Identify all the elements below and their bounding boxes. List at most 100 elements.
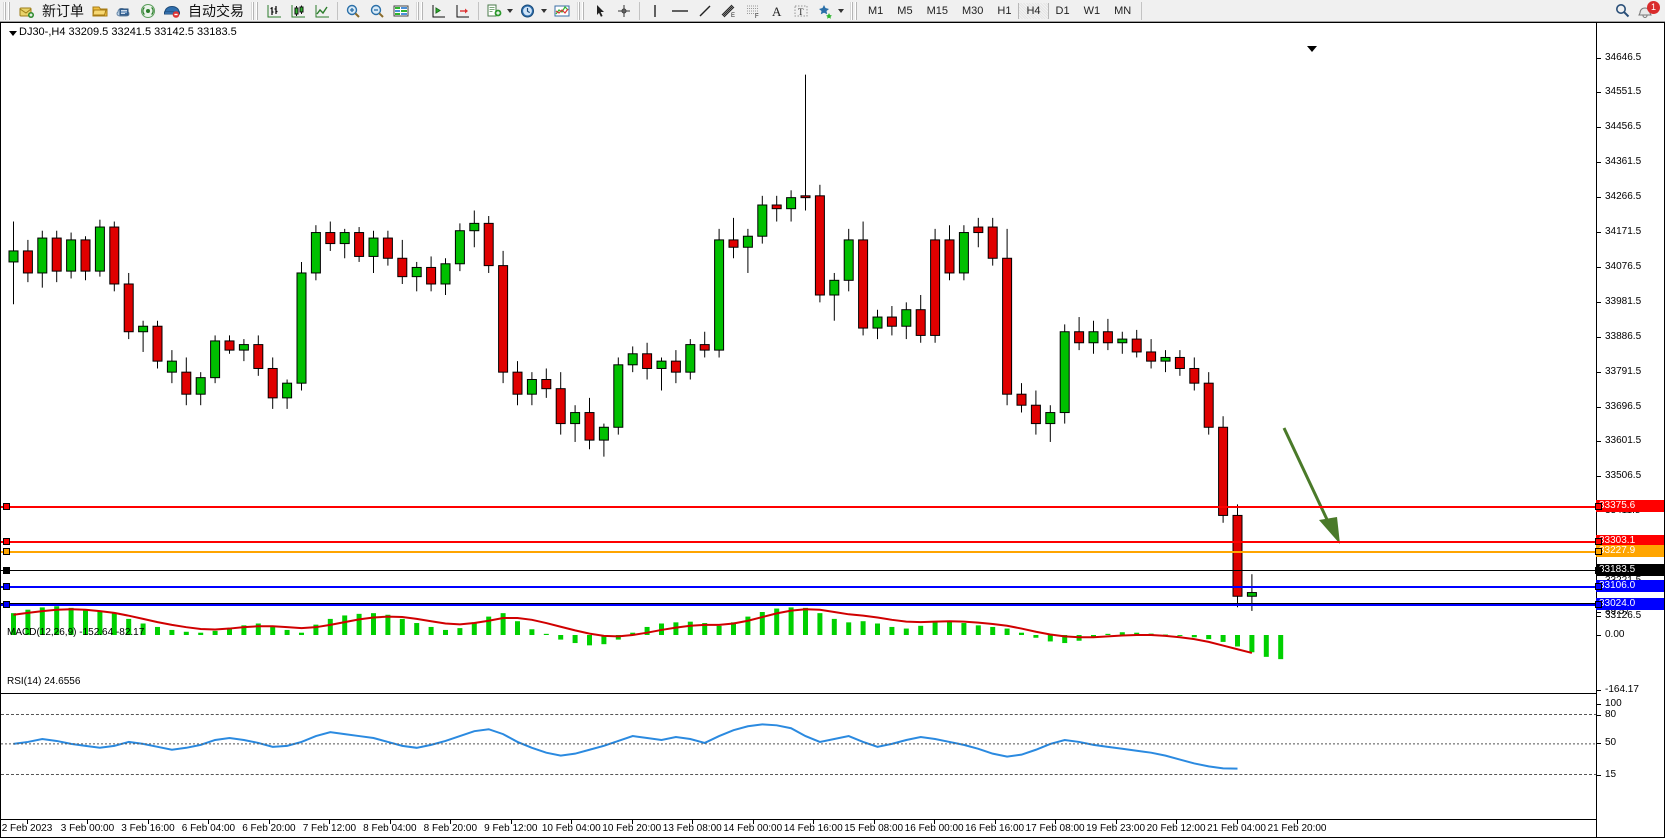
data-window-icon[interactable] (389, 1, 413, 21)
chart-window[interactable]: DJ30-,H4 33209.5 33241.5 33142.5 33183.5… (0, 22, 1665, 838)
price-axis[interactable]: 34646.5 34551.5 34456.5 34361.5 34266.5 34171… (1596, 23, 1664, 837)
candlestick (656, 357, 667, 391)
entry-line[interactable] (1, 551, 1597, 553)
text-label-icon[interactable]: T (789, 1, 813, 21)
timeframe-mn[interactable]: MN (1114, 4, 1132, 17)
time-tick (208, 820, 210, 824)
bar-chart-icon[interactable] (262, 1, 286, 21)
toolbar-grip-shift[interactable] (416, 1, 424, 20)
candlestick (901, 302, 912, 340)
time-axis-label: 19 Feb 23:00 (1086, 823, 1146, 834)
resistance-line-2-handle[interactable] (3, 538, 10, 545)
resistance-line-1-axis-handle[interactable] (1595, 503, 1602, 510)
timeframe-m30[interactable]: M30 (961, 4, 984, 17)
candlestick (253, 335, 264, 376)
timeframe-h4[interactable]: H4 (1018, 2, 1049, 19)
shapes-icon[interactable] (813, 1, 837, 21)
price-axis-label: 33886.5 (1605, 330, 1642, 342)
timeframe-m15[interactable]: M15 (926, 4, 948, 17)
time-tick (571, 820, 573, 824)
candlestick (440, 258, 451, 296)
resistance-line-2-tag: 33303.1 (1596, 535, 1664, 547)
support-line-1-handle[interactable] (3, 583, 10, 590)
price-tick (1597, 635, 1601, 636)
down-arrow-annotation[interactable] (1282, 427, 1340, 544)
candlestick (181, 357, 192, 406)
current-price-line[interactable] (1, 570, 1597, 571)
timeframe-d1[interactable]: D1 (1055, 4, 1070, 17)
current-price-line-tag: 33183.5 (1596, 564, 1664, 576)
signals-icon[interactable] (136, 1, 160, 21)
pane-separator-rsi (1, 693, 1597, 694)
time-tick (1236, 820, 1238, 824)
candlestick (66, 232, 77, 279)
entry-line-handle[interactable] (3, 548, 10, 555)
chart-menu-caret-icon[interactable] (9, 31, 17, 36)
resistance-line-1[interactable] (1, 506, 1597, 508)
candlestick (1059, 324, 1070, 424)
chart-shift-icon[interactable] (427, 1, 451, 21)
autotrading-label[interactable]: 自动交易 (188, 2, 244, 19)
folder-icon[interactable] (88, 1, 112, 21)
crosshair-icon[interactable] (612, 1, 636, 21)
price-plot-area[interactable] (1, 23, 1597, 837)
toolbar-grip-charts[interactable] (251, 1, 259, 20)
macd-scale-label: 0.00 (1605, 629, 1625, 640)
rsi-guide-15 (1, 774, 1597, 775)
timeframe-m1[interactable]: M1 (868, 4, 884, 17)
period-clock-icon[interactable] (516, 1, 540, 21)
candlestick (22, 239, 33, 283)
candlestick (613, 357, 624, 435)
resistance-line-2[interactable] (1, 541, 1597, 543)
cursor-icon[interactable] (588, 1, 612, 21)
text-icon[interactable]: A (765, 1, 789, 21)
fibonacci-icon[interactable]: F (741, 1, 765, 21)
notification-bell-icon[interactable]: 1 (1635, 0, 1660, 21)
support-line-2-handle[interactable] (3, 601, 10, 608)
candlestick (210, 335, 221, 384)
time-tick (87, 820, 89, 824)
support-line-1-axis-handle[interactable] (1595, 583, 1602, 590)
search-icon[interactable] (1611, 1, 1635, 21)
zoom-out-icon[interactable] (365, 1, 389, 21)
candlestick (1131, 329, 1142, 358)
timeframe-h1[interactable]: H1 (997, 4, 1012, 17)
indicators-icon[interactable] (550, 1, 574, 21)
time-axis[interactable]: 2 Feb 2023 3 Feb 00:00 3 Feb 16:00 6 Feb 04… (1, 819, 1597, 837)
profiles-icon[interactable] (112, 1, 136, 21)
new-order-icon[interactable] (14, 1, 38, 21)
vertical-line-icon[interactable] (643, 1, 667, 21)
autotrading-icon[interactable] (160, 1, 184, 21)
candlestick (1189, 357, 1200, 391)
toolbar-grip-standard[interactable] (3, 1, 11, 20)
trendline-icon[interactable] (693, 1, 717, 21)
support-line-2-axis-handle[interactable] (1595, 601, 1602, 608)
support-line-1[interactable] (1, 586, 1597, 588)
time-tick (1055, 820, 1057, 824)
new-order-label[interactable]: 新订单 (42, 2, 84, 19)
current-price-line-axis-handle[interactable] (1595, 567, 1602, 574)
resistance-line-2-axis-handle[interactable] (1595, 538, 1602, 545)
zoom-in-icon[interactable] (341, 1, 365, 21)
equidistant-channel-icon[interactable]: E (717, 1, 741, 21)
macd-signal-line (13, 608, 1253, 654)
timeframe-w1[interactable]: W1 (1083, 4, 1101, 17)
candlestick-chart-icon[interactable] (286, 1, 310, 21)
resistance-line-1-handle[interactable] (3, 503, 10, 510)
timeframe-m5[interactable]: M5 (897, 4, 913, 17)
toolbar-grip-lines[interactable] (577, 1, 585, 20)
horizontal-line-icon[interactable] (667, 1, 693, 21)
support-line-2[interactable] (1, 604, 1597, 606)
toolbar-grip-timeframes[interactable] (850, 1, 858, 20)
templates-dropdown-caret[interactable] (507, 8, 513, 13)
entry-line-axis-handle[interactable] (1595, 548, 1602, 555)
auto-scroll-icon[interactable] (451, 1, 475, 21)
templates-icon[interactable] (482, 1, 506, 21)
shapes-dropdown-caret[interactable] (838, 8, 844, 13)
line-chart-icon[interactable] (310, 1, 334, 21)
candlestick (354, 227, 365, 262)
candlestick (598, 423, 609, 457)
current-price-line-handle[interactable] (3, 567, 10, 574)
period-dropdown-caret[interactable] (541, 8, 547, 13)
chart-title: DJ30-,H4 33209.5 33241.5 33142.5 33183.5 (19, 26, 237, 38)
